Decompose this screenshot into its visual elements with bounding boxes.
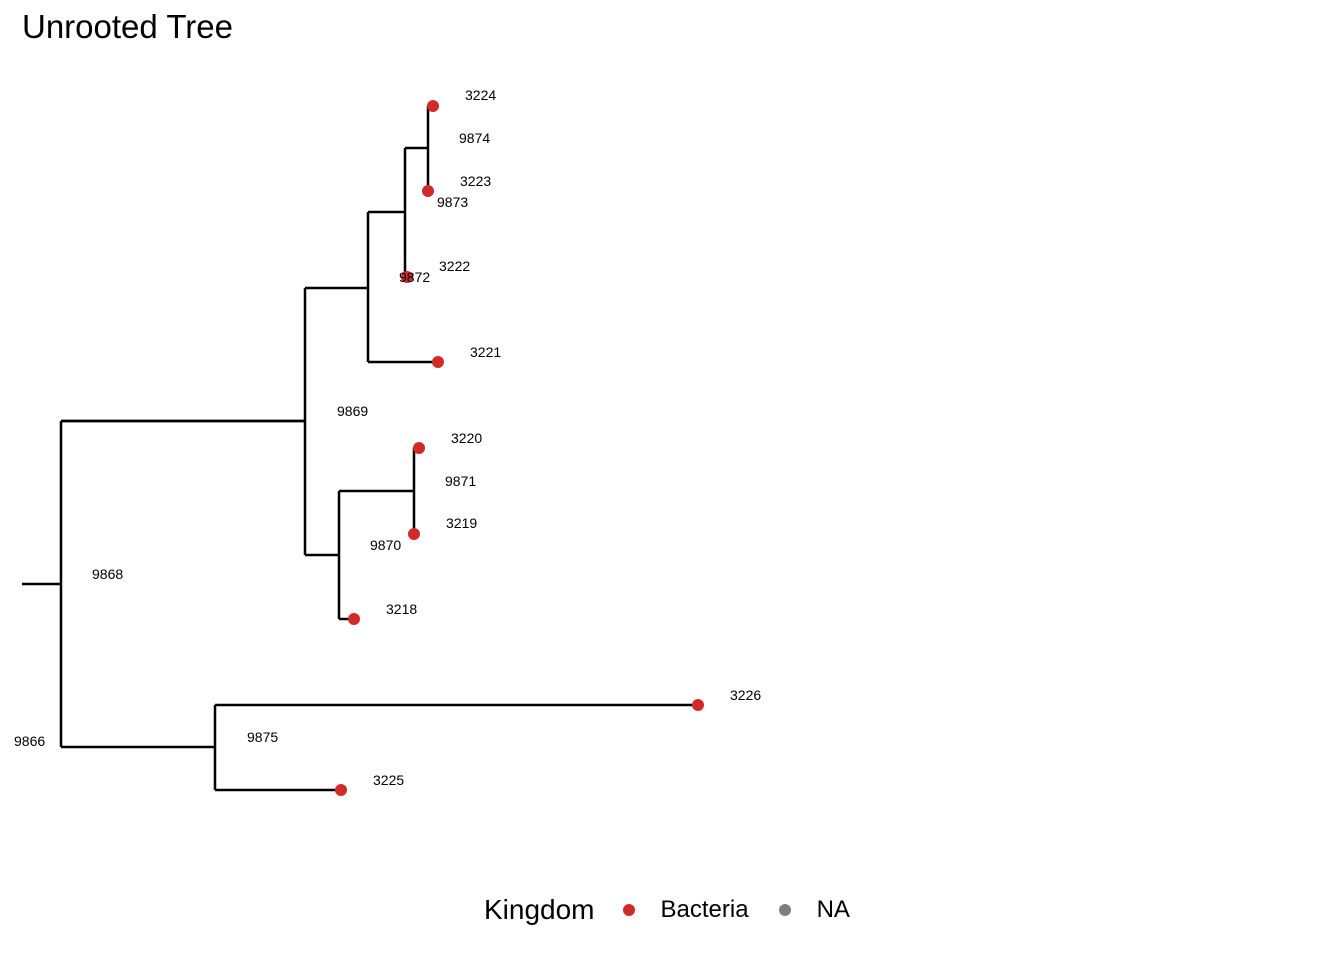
legend-dot-bacteria-icon [622,904,635,916]
tree-tips [335,100,704,796]
tree-edges [22,104,698,792]
node-label-9872: 9872 [399,269,430,285]
tip-point-3221 [432,356,444,368]
tip-point-3222 [401,271,413,283]
tip-label-3220: 3220 [451,430,482,446]
legend-label-bacteria: Bacteria [660,896,749,923]
node-label-9868: 9868 [92,566,123,582]
tree-labels: 9866 9868 9875 9869 9872 9873 9874 3224 3223 3222… [14,87,761,788]
tip-label-3223: 3223 [460,173,491,189]
tip-point-3226 [692,699,704,711]
tip-label-3221: 3221 [470,344,501,360]
node-label-9871: 9871 [445,473,476,489]
legend-item-bacteria: Bacteria [622,896,749,924]
tip-label-3222: 3222 [439,258,470,274]
tip-label-3224: 3224 [465,87,496,103]
node-label-9869: 9869 [337,403,368,419]
legend-label-na: NA [816,896,850,923]
tip-point-3223 [422,185,434,197]
legend-dot-na-icon [778,904,791,916]
tip-label-3219: 3219 [446,515,477,531]
tip-label-3225: 3225 [373,772,404,788]
node-label-9875: 9875 [247,729,278,745]
tip-point-3219 [408,528,420,540]
tip-point-3220 [413,442,425,454]
node-label-9866: 9866 [14,733,45,749]
tip-point-3225 [335,784,347,796]
tip-label-3226: 3226 [730,687,761,703]
node-label-9873: 9873 [437,194,468,210]
node-label-9870: 9870 [370,537,401,553]
tip-point-3218 [348,613,360,625]
tip-point-3224 [427,100,439,112]
legend-title: Kingdom [484,894,595,925]
tip-label-3218: 3218 [386,601,417,617]
chart-title: Unrooted Tree [22,8,233,45]
legend-item-na: NA [778,896,850,924]
node-label-9874: 9874 [459,130,490,146]
legend: Kingdom Bacteria NA [484,890,880,930]
